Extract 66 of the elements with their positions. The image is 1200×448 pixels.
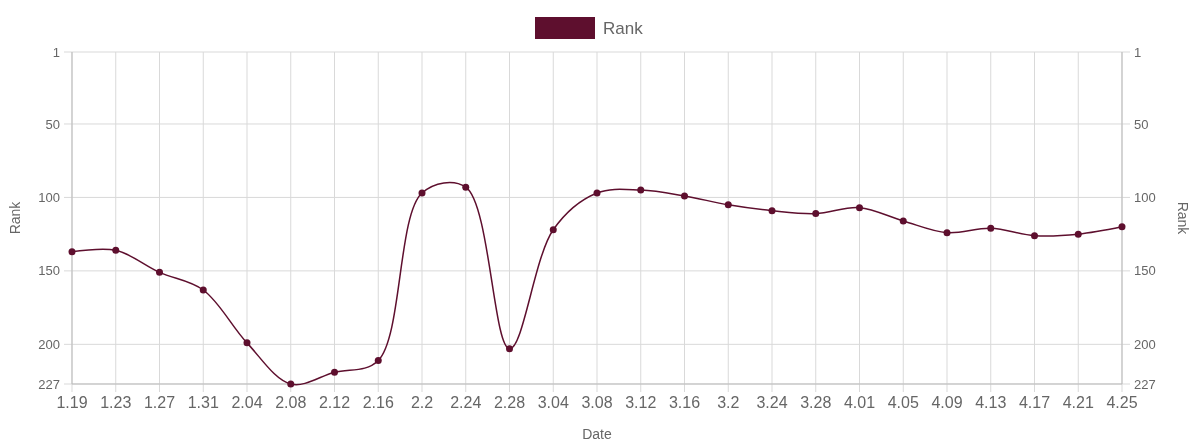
x-tick-label: 2.28 <box>493 394 526 411</box>
point <box>987 224 995 232</box>
point <box>112 246 120 254</box>
point <box>287 380 295 388</box>
point <box>68 248 76 256</box>
point <box>899 217 907 225</box>
point <box>331 368 338 376</box>
x-tick-label: 3.2 <box>717 394 740 411</box>
point <box>768 207 776 215</box>
x-tick-label: 4.25 <box>1106 394 1138 411</box>
y2-tick-label: 50 <box>1134 116 1149 132</box>
point <box>856 204 863 212</box>
x-tick-label: 3.28 <box>800 394 832 411</box>
point <box>374 357 382 364</box>
x-tick-label: 1.31 <box>187 394 219 411</box>
point <box>506 345 513 353</box>
y2-tick-label: 150 <box>1134 263 1156 279</box>
x-tick-label: 1.23 <box>100 394 132 411</box>
x-tick-label: 3.24 <box>756 394 788 411</box>
x-tick-label: 2.2 <box>410 394 434 411</box>
point <box>943 229 951 237</box>
y-tick-label: 150 <box>38 263 60 279</box>
x-tick-label: 4.05 <box>887 394 919 411</box>
x-tick-label: 2.16 <box>362 394 394 411</box>
point <box>637 186 645 194</box>
point <box>1031 232 1038 240</box>
x-tick-label: 4.01 <box>843 394 876 411</box>
y-tick-label: 1 <box>52 44 60 60</box>
y2-tick-label: 227 <box>1134 376 1156 392</box>
point <box>549 226 557 234</box>
x-tick-label: 4.13 <box>975 394 1007 411</box>
x-tick-label: 4.17 <box>1018 394 1051 411</box>
point <box>724 201 732 209</box>
y-axis-title: Rank <box>7 200 23 235</box>
y2-tick-label: 1 <box>1134 44 1142 60</box>
point <box>199 286 207 294</box>
x-axis-title: Date <box>582 426 612 442</box>
x-tick-label: 2.04 <box>231 394 263 411</box>
point <box>1118 223 1126 231</box>
x-tick-label: 2.12 <box>318 394 351 411</box>
x-tick-label: 3.04 <box>537 394 569 411</box>
y-tick-label: 50 <box>45 116 60 132</box>
point <box>593 189 601 197</box>
y-tick-label: 200 <box>38 336 60 352</box>
x-tick-label: 4.09 <box>931 394 963 411</box>
x-tick-label: 3.12 <box>625 394 657 411</box>
x-tick-label: 3.08 <box>581 394 613 411</box>
point <box>1074 230 1082 238</box>
y2-axis-title: Rank <box>1175 201 1191 236</box>
point <box>156 268 163 276</box>
x-tick-label: 2.24 <box>450 394 482 411</box>
x-tick-label: 4.21 <box>1062 394 1094 411</box>
y2-tick-label: 200 <box>1134 336 1156 352</box>
legend-label: Rank <box>603 18 644 38</box>
point <box>243 339 251 347</box>
x-tick-label: 1.19 <box>56 394 88 411</box>
y-tick-label: 227 <box>38 376 60 392</box>
x-tick-label: 1.27 <box>143 394 176 411</box>
point <box>812 210 820 218</box>
point <box>462 183 470 191</box>
y2-tick-label: 100 <box>1134 189 1156 205</box>
x-tick-label: 3.16 <box>668 394 701 411</box>
y-tick-label: 100 <box>38 189 60 205</box>
point <box>418 189 426 197</box>
point <box>681 192 688 200</box>
x-tick-label: 2.08 <box>275 394 307 411</box>
